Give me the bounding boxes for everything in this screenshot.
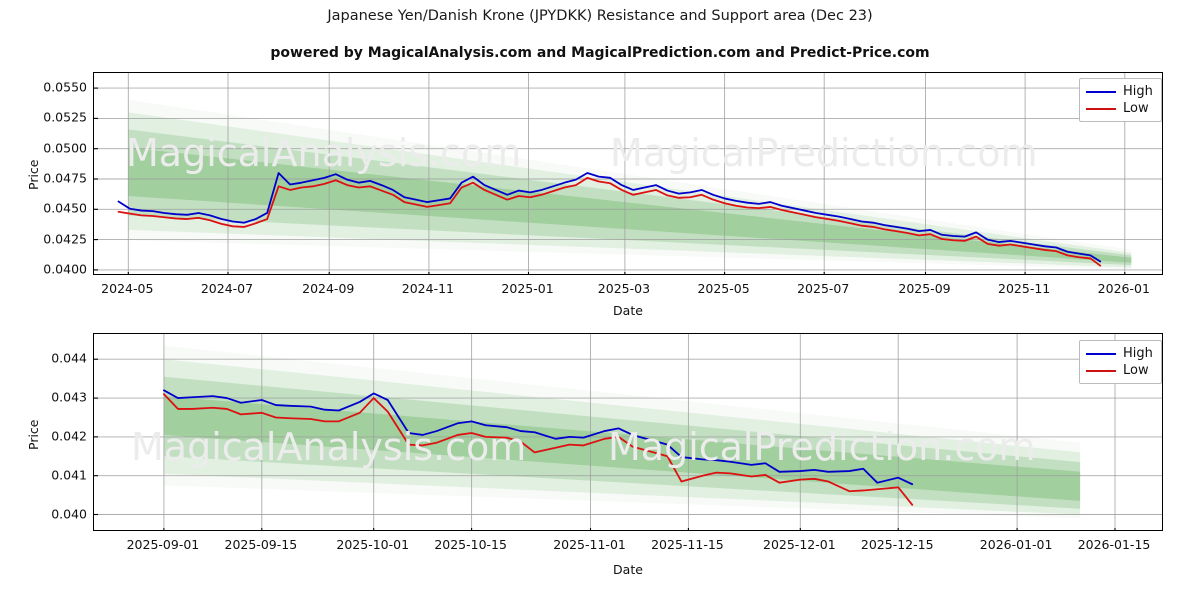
upper-legend-high-swatch — [1086, 90, 1116, 93]
x-tick-label: 2025-10-01 — [336, 537, 410, 552]
x-tick-label: 2025-05 — [697, 281, 750, 296]
x-tick-label: 2025-11-15 — [651, 537, 724, 552]
y-tick-label: 0.0475 — [43, 170, 87, 186]
lower-legend-high-label: High — [1123, 346, 1153, 361]
lower-legend-low: Low — [1086, 362, 1153, 379]
x-tick-label: 2025-10-15 — [434, 537, 507, 552]
x-tick-label: 2026-01 — [1097, 281, 1150, 296]
upper-plot-frame — [93, 72, 1163, 275]
y-tick-label: 0.0425 — [43, 231, 87, 247]
x-tick-label: 2025-01 — [501, 281, 554, 296]
x-tick-label: 2024-09 — [302, 281, 355, 296]
x-tick-label: 2024-05 — [101, 281, 154, 296]
x-tick-label: 2025-09 — [898, 281, 951, 296]
y-tick-label: 0.0400 — [43, 261, 87, 277]
lower-legend-low-swatch — [1086, 369, 1116, 372]
lower-chart-panel — [93, 333, 1163, 531]
upper-legend-low-swatch — [1086, 107, 1116, 110]
upper-chart-panel — [93, 72, 1163, 275]
upper-plot-canvas — [94, 73, 1162, 274]
y-tick-label: 0.041 — [51, 467, 87, 483]
x-tick-label: 2025-12-01 — [763, 537, 836, 552]
upper-legend-low-label: Low — [1123, 101, 1149, 116]
page-subtitle: powered by MagicalAnalysis.com and Magic… — [270, 45, 930, 61]
lower-legend: High Low — [1079, 340, 1162, 384]
y-tick-label: 0.0500 — [43, 140, 87, 156]
lower-legend-high-swatch — [1086, 352, 1116, 355]
x-tick-label: 2026-01-01 — [979, 537, 1053, 552]
y-tick-label: 0.0450 — [43, 200, 87, 216]
lower-x-axis-label: Date — [613, 562, 643, 577]
x-tick-label: 2025-12-15 — [860, 537, 934, 552]
upper-legend-high-label: High — [1123, 84, 1153, 99]
y-tick-label: 0.0525 — [43, 109, 87, 125]
x-tick-label: 2025-11 — [998, 281, 1051, 296]
y-tick-label: 0.044 — [51, 350, 87, 366]
x-tick-label: 2024-07 — [200, 281, 254, 296]
lower-legend-high: High — [1086, 345, 1153, 362]
x-tick-label: 2024-11 — [401, 281, 454, 296]
lower-y-axis-label: Price — [26, 419, 41, 451]
lower-legend-low-label: Low — [1123, 363, 1149, 378]
y-tick-label: 0.042 — [51, 428, 87, 444]
upper-x-axis-label: Date — [613, 303, 643, 318]
page-title: Japanese Yen/Danish Krone (JPYDKK) Resis… — [327, 8, 873, 24]
x-tick-label: 2025-07 — [797, 281, 850, 296]
upper-legend: High Low — [1079, 78, 1162, 122]
upper-y-axis-label: Price — [26, 159, 41, 191]
y-tick-label: 0.0550 — [43, 79, 87, 95]
x-tick-label: 2025-09-15 — [224, 537, 298, 552]
lower-plot-canvas — [94, 334, 1162, 530]
x-tick-label: 2026-01-15 — [1077, 537, 1151, 552]
lower-plot-frame — [93, 333, 1163, 531]
x-tick-label: 2025-03 — [597, 281, 651, 296]
y-tick-label: 0.040 — [51, 506, 87, 522]
y-tick-label: 0.043 — [51, 389, 87, 405]
x-tick-label: 2025-11-01 — [553, 537, 626, 552]
x-tick-label: 2025-09-01 — [126, 537, 200, 552]
upper-legend-low: Low — [1086, 100, 1153, 117]
upper-legend-high: High — [1086, 83, 1153, 100]
